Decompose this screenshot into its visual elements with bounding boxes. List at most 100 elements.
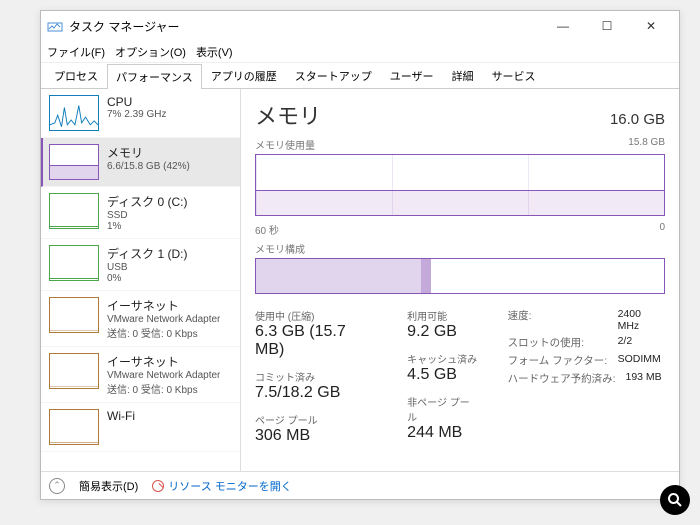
window-buttons: — ☐ ✕	[541, 12, 673, 40]
menu-view[interactable]: 表示(V)	[196, 44, 233, 60]
usage-label: メモリ使用量	[255, 137, 315, 152]
tab-processes[interactable]: プロセス	[45, 63, 107, 88]
stat-cached: キャッシュ済み 4.5 GB	[407, 351, 479, 384]
composition-chart	[255, 258, 665, 294]
wifi-thumb	[49, 409, 99, 445]
maximize-button[interactable]: ☐	[585, 12, 629, 40]
comp-seg-modified	[421, 259, 431, 293]
disk0-text: ディスク 0 (C:) SSD 1%	[107, 193, 188, 232]
tab-startup[interactable]: スタートアップ	[286, 63, 381, 88]
main-header: メモリ 16.0 GB	[255, 99, 665, 131]
tab-details[interactable]: 詳細	[443, 63, 483, 88]
cpu-text: CPU 7% 2.39 GHz	[107, 95, 166, 131]
sidebar-item-sub: 7% 2.39 GHz	[107, 109, 166, 120]
time-right: 0	[659, 222, 665, 237]
stat-value: 6.3 GB (15.7 MB)	[255, 323, 379, 359]
stat-value: 7.5/18.2 GB	[255, 384, 379, 402]
kv-key: ハードウェア予約済み:	[508, 371, 616, 386]
comp-seg-inuse	[256, 259, 421, 293]
minimize-button[interactable]: —	[541, 12, 585, 40]
sidebar-item-memory[interactable]: メモリ 6.6/15.8 GB (42%)	[41, 138, 240, 187]
tab-apphistory[interactable]: アプリの履歴	[202, 63, 286, 88]
sidebar-item-sub: VMware Network Adapter	[107, 314, 220, 325]
kv-val: SODIMM	[618, 353, 661, 368]
tab-users[interactable]: ユーザー	[381, 63, 443, 88]
window-title: タスク マネージャー	[69, 18, 541, 35]
time-axis: 60 秒 0	[255, 222, 665, 237]
sidebar-item-sub2: 送信: 0 受信: 0 Kbps	[107, 325, 220, 340]
stat-paged: ページ プール 306 MB	[255, 412, 379, 445]
stat-label: 非ページ プール	[407, 394, 479, 424]
sidebar-item-wifi[interactable]: Wi-Fi	[41, 403, 240, 452]
stat-label: 使用中 (圧縮)	[255, 308, 379, 323]
stats-area: 使用中 (圧縮) 6.3 GB (15.7 MB) コミット済み 7.5/18.…	[255, 308, 665, 445]
collapse-icon[interactable]: ⌃	[49, 478, 65, 494]
comp-seg-free	[431, 259, 664, 293]
stat-value: 244 MB	[407, 424, 479, 442]
time-left: 60 秒	[255, 222, 279, 237]
eth0-thumb	[49, 297, 99, 333]
kv-col: 速度:2400 MHz スロットの使用:2/2 フォーム ファクター:SODIM…	[508, 308, 665, 445]
stat-value: 306 MB	[255, 427, 379, 445]
kv-val: 2/2	[618, 335, 633, 350]
sidebar-item-sub2: 送信: 0 受信: 0 Kbps	[107, 381, 220, 396]
usage-chart	[255, 154, 665, 216]
sidebar-item-disk1[interactable]: ディスク 1 (D:) USB 0%	[41, 239, 240, 291]
stat-label: 利用可能	[407, 308, 479, 323]
stat-nonpaged: 非ページ プール 244 MB	[407, 394, 479, 442]
sidebar-item-label: Wi-Fi	[107, 409, 135, 423]
menu-file[interactable]: ファイル(F)	[47, 44, 105, 60]
page-title: メモリ	[255, 99, 321, 131]
main-panel: メモリ 16.0 GB メモリ使用量 15.8 GB 60 秒 0 メモリ構成	[241, 89, 679, 471]
app-icon	[47, 18, 63, 34]
kv-key: スロットの使用:	[508, 335, 608, 350]
eth1-thumb	[49, 353, 99, 389]
sidebar-item-label: イーサネット	[107, 353, 220, 370]
sidebar-item-label: メモリ	[107, 144, 190, 161]
menu-options[interactable]: オプション(O)	[115, 44, 186, 60]
tab-services[interactable]: サービス	[483, 63, 545, 88]
zoom-icon[interactable]	[660, 485, 690, 515]
total-memory: 16.0 GB	[610, 111, 665, 128]
close-button[interactable]: ✕	[629, 12, 673, 40]
resmon-link[interactable]: リソース モニターを開く	[152, 478, 292, 494]
stat-label: ページ プール	[255, 412, 379, 427]
sidebar-item-eth1[interactable]: イーサネット VMware Network Adapter 送信: 0 受信: …	[41, 347, 240, 403]
kv-val: 2400 MHz	[618, 308, 665, 332]
disk0-thumb	[49, 193, 99, 229]
titlebar: タスク マネージャー — ☐ ✕	[41, 11, 679, 41]
sidebar-item-eth0[interactable]: イーサネット VMware Network Adapter 送信: 0 受信: …	[41, 291, 240, 347]
kv-key: フォーム ファクター:	[508, 353, 608, 368]
sidebar-item-sub: VMware Network Adapter	[107, 370, 220, 381]
cpu-thumb	[49, 95, 99, 131]
stat-label: キャッシュ済み	[407, 351, 479, 366]
stat-committed: コミット済み 7.5/18.2 GB	[255, 369, 379, 402]
body: CPU 7% 2.39 GHz メモリ 6.6/15.8 GB (42%)	[41, 89, 679, 471]
stat-value: 9.2 GB	[407, 323, 479, 341]
sidebar-item-sub2: 1%	[107, 221, 188, 232]
sidebar: CPU 7% 2.39 GHz メモリ 6.6/15.8 GB (42%)	[41, 89, 241, 471]
usage-max: 15.8 GB	[628, 137, 665, 152]
fewer-details-link[interactable]: 簡易表示(D)	[79, 478, 138, 494]
eth1-text: イーサネット VMware Network Adapter 送信: 0 受信: …	[107, 353, 220, 396]
disk1-text: ディスク 1 (D:) USB 0%	[107, 245, 188, 284]
stat-col-1: 使用中 (圧縮) 6.3 GB (15.7 MB) コミット済み 7.5/18.…	[255, 308, 379, 445]
comp-label: メモリ構成	[255, 241, 305, 256]
sidebar-item-sub: SSD	[107, 210, 188, 221]
tabbar: プロセス パフォーマンス アプリの履歴 スタートアップ ユーザー 詳細 サービス	[41, 63, 679, 89]
sidebar-item-sub2: 0%	[107, 273, 188, 284]
stat-available: 利用可能 9.2 GB	[407, 308, 479, 341]
sidebar-item-label: ディスク 1 (D:)	[107, 245, 188, 262]
stat-label: コミット済み	[255, 369, 379, 384]
sidebar-item-label: CPU	[107, 95, 166, 109]
disk1-thumb	[49, 245, 99, 281]
memory-thumb	[49, 144, 99, 180]
sidebar-item-disk0[interactable]: ディスク 0 (C:) SSD 1%	[41, 187, 240, 239]
sidebar-item-cpu[interactable]: CPU 7% 2.39 GHz	[41, 89, 240, 138]
stat-inuse: 使用中 (圧縮) 6.3 GB (15.7 MB)	[255, 308, 379, 359]
sidebar-item-sub: USB	[107, 262, 188, 273]
tab-performance[interactable]: パフォーマンス	[107, 64, 202, 89]
stat-col-2: 利用可能 9.2 GB キャッシュ済み 4.5 GB 非ページ プール 244 …	[407, 308, 479, 445]
sidebar-item-label: イーサネット	[107, 297, 220, 314]
sidebar-item-sub: 6.6/15.8 GB (42%)	[107, 161, 190, 172]
